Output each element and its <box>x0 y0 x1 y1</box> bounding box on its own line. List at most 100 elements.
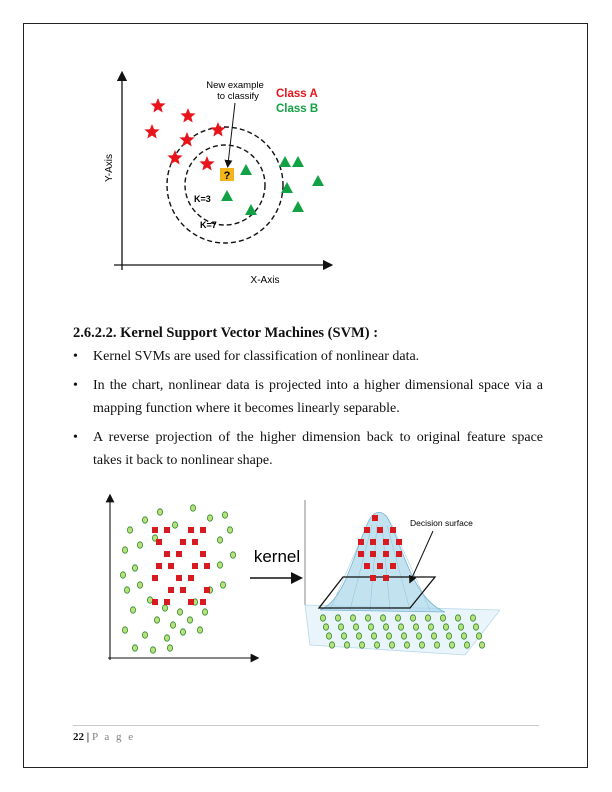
input-square <box>204 587 210 593</box>
projected-circle <box>337 623 344 631</box>
class-a-star <box>210 122 226 137</box>
projected-circle <box>352 623 359 631</box>
k3-label: K=3 <box>194 194 211 204</box>
lifted-square <box>390 527 396 533</box>
k7-label: K=7 <box>200 220 217 230</box>
footer-rule <box>73 725 539 726</box>
input-circle <box>157 508 164 516</box>
y-axis-label: Y-Axis <box>104 154 115 182</box>
input-circle <box>119 571 126 579</box>
input-square <box>176 575 182 581</box>
section-heading: 2.6.2.2. Kernel Support Vector Machines … <box>73 325 379 341</box>
projected-circle <box>472 623 479 631</box>
input-circle <box>126 526 133 534</box>
bullet-list: • Kernel SVMs are used for classification… <box>73 345 543 478</box>
bullet-item: • A reverse projection of the higher dime… <box>73 426 543 472</box>
decision-surface-label: Decision surface <box>410 518 473 528</box>
annotation-line-2: to classify <box>217 91 259 102</box>
input-circle <box>142 631 149 639</box>
projected-circle <box>388 641 395 649</box>
projected-circle <box>397 623 404 631</box>
left-input-points <box>119 504 237 654</box>
mesh-line <box>349 524 373 611</box>
projected-circle <box>367 623 374 631</box>
annotation-line-1: New example <box>206 80 264 91</box>
projected-circle <box>322 623 329 631</box>
input-square <box>152 575 158 581</box>
projected-circle <box>412 623 419 631</box>
input-square <box>188 599 194 605</box>
input-circle <box>177 608 184 616</box>
lifted-square <box>370 551 376 557</box>
class-a-star <box>179 132 195 147</box>
page-border <box>23 23 588 768</box>
bullet-text: Kernel SVMs are used for classification … <box>93 349 420 364</box>
bullet-dot: • <box>73 349 78 364</box>
projected-circle <box>343 641 350 649</box>
class-b-label: Class B <box>276 103 318 115</box>
bullet-item: • In the chart, nonlinear data is project… <box>73 374 543 420</box>
mesh-line <box>386 524 411 611</box>
class-b-triangle <box>240 164 252 175</box>
input-circle <box>121 546 128 554</box>
input-circle <box>150 646 157 654</box>
right-projected-points <box>319 614 485 649</box>
input-square <box>156 563 162 569</box>
input-square <box>164 527 170 533</box>
projected-circle <box>478 641 485 649</box>
class-b-triangle <box>292 156 304 167</box>
class-a-stars <box>144 98 226 171</box>
projected-circle <box>340 632 347 640</box>
input-circle <box>142 516 149 524</box>
projected-circle <box>349 614 356 622</box>
projected-circle <box>442 623 449 631</box>
annotation-arrow <box>224 102 236 168</box>
input-circle <box>222 511 229 519</box>
input-square <box>200 527 206 533</box>
input-square <box>192 539 198 545</box>
input-square <box>180 587 186 593</box>
input-circle <box>190 504 197 512</box>
projected-circle <box>334 614 341 622</box>
lifted-square <box>383 575 389 581</box>
class-b-triangle <box>279 156 291 167</box>
class-a-star <box>167 150 183 165</box>
input-square <box>180 539 186 545</box>
input-square <box>164 599 170 605</box>
input-square <box>188 575 194 581</box>
input-square <box>152 599 158 605</box>
lifted-square <box>377 563 383 569</box>
projected-circle <box>433 641 440 649</box>
lifted-square <box>390 563 396 569</box>
class-b-triangle <box>245 204 257 215</box>
input-square <box>168 587 174 593</box>
projected-circle <box>454 614 461 622</box>
input-circle <box>202 608 209 616</box>
input-circle <box>172 521 179 529</box>
input-square <box>164 551 170 557</box>
projected-circle <box>457 623 464 631</box>
class-a-star <box>199 156 215 171</box>
projected-circle <box>379 614 386 622</box>
input-circle <box>197 626 204 634</box>
page-label: P a g e <box>91 731 136 743</box>
page-number: 22 <box>73 731 84 743</box>
input-circle <box>187 616 194 624</box>
projected-circle <box>415 632 422 640</box>
input-circle <box>137 581 144 589</box>
lifted-square <box>358 539 364 545</box>
projected-circle <box>427 623 434 631</box>
projected-circle <box>358 641 365 649</box>
input-square <box>156 539 162 545</box>
input-square <box>192 563 198 569</box>
k7-circle <box>166 126 284 244</box>
input-square <box>204 563 210 569</box>
page-footer: 22 | P a g e <box>73 731 135 743</box>
projected-circle <box>430 632 437 640</box>
bullet-dot: • <box>73 378 78 393</box>
input-circle <box>227 526 234 534</box>
projected-circle <box>409 614 416 622</box>
input-circle <box>167 644 174 652</box>
projected-circle <box>469 614 476 622</box>
projected-circle <box>394 614 401 622</box>
